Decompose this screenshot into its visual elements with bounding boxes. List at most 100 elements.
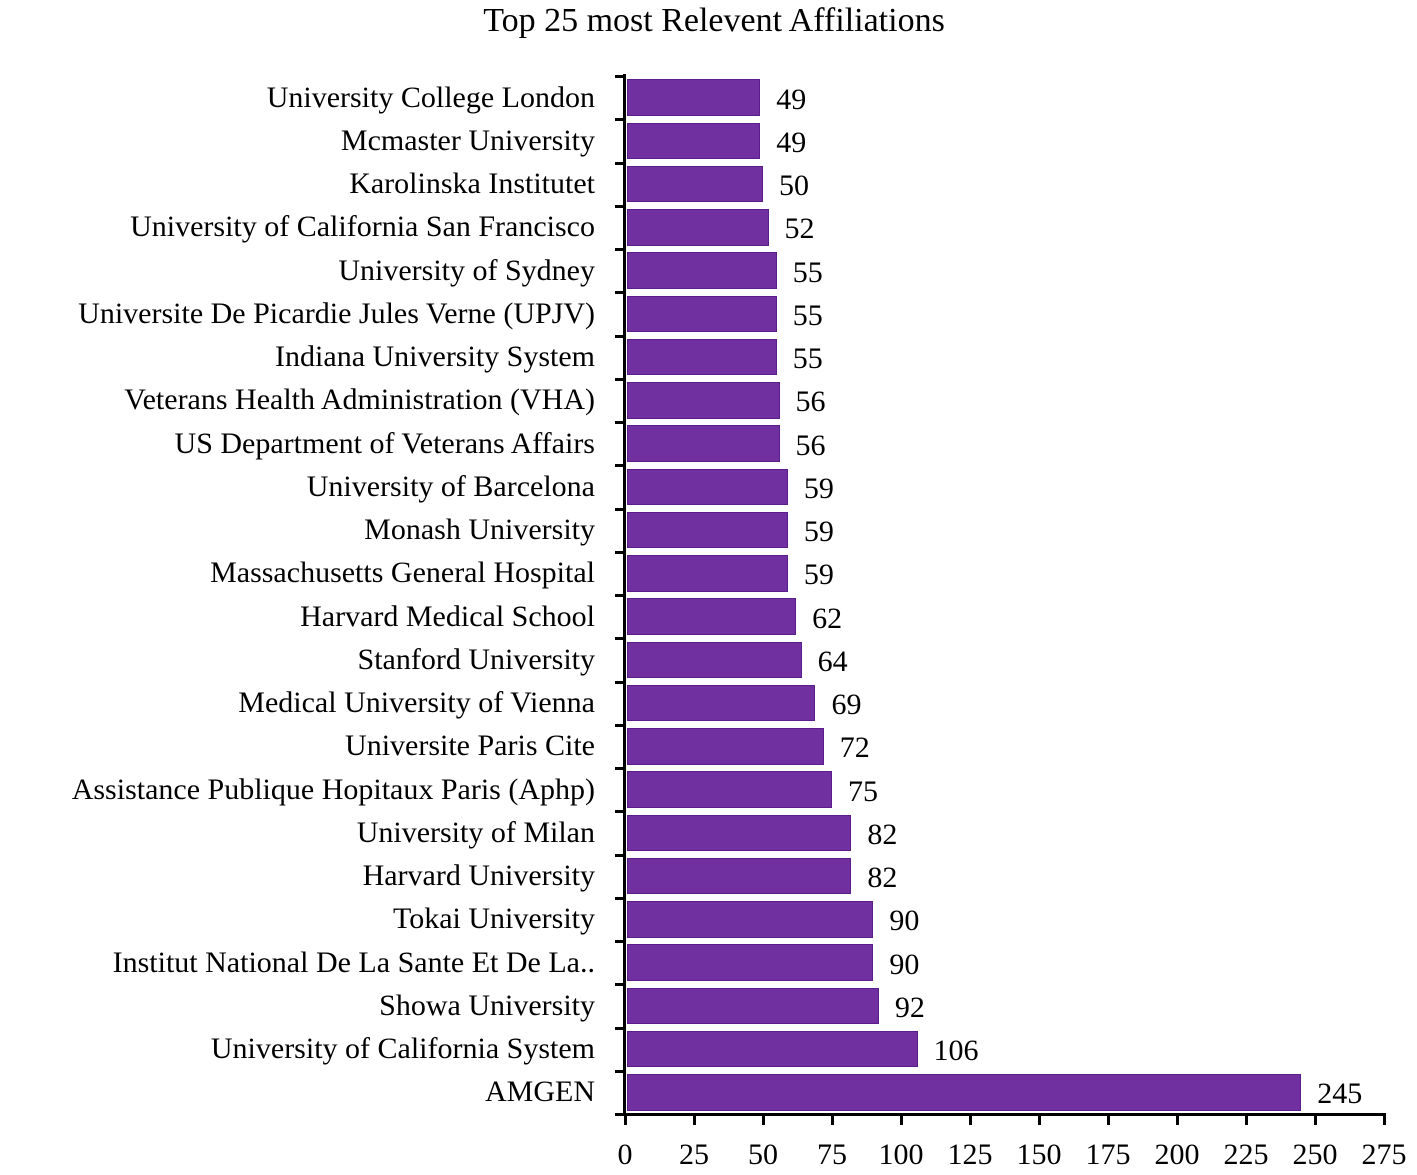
y-axis-tick [615,680,625,684]
y-axis-tick [615,767,625,770]
y-axis-tick [615,810,625,814]
category-label: Harvard University [362,859,595,893]
x-axis-tick [900,1113,903,1125]
category-label: Harvard Medical School [300,599,595,633]
bar-value-label: 56 [795,428,826,462]
bar-value-label: 90 [889,947,920,981]
x-axis-tick-label: 75 [817,1138,847,1171]
x-axis-tick [831,1113,834,1125]
y-axis-tick [615,637,625,641]
x-axis-tick-label: 0 [617,1138,633,1171]
bar [627,165,763,203]
category-label: Mcmaster University [340,123,595,157]
category-label: Institut National De La Sante Et De La.. [112,945,595,979]
bar-value-label: 55 [792,255,823,289]
bar [627,771,832,808]
bar [627,468,788,506]
bar-value-label: 59 [803,515,834,549]
bar [627,598,797,635]
category-label: Veterans Health Administration (VHA) [124,383,595,417]
x-axis-tick-label: 275 [1361,1138,1407,1171]
bar [627,857,852,895]
bar [627,295,777,333]
x-axis-tick [1107,1113,1110,1125]
y-axis-tick [615,896,625,900]
bar [627,425,780,462]
x-axis-tick [969,1113,972,1125]
bar [627,1030,918,1068]
bar [627,684,816,722]
y-axis-tick [615,853,625,857]
y-axis-tick [615,594,625,597]
bar-value-label: 55 [792,342,823,376]
bar [627,209,769,246]
category-label: University of Milan [356,815,595,849]
x-axis-tick [1245,1113,1248,1125]
category-label: Universite De Picardie Jules Verne (UPJV… [78,296,595,330]
bar [627,987,879,1025]
category-label: Assistance Publique Hopitaux Paris (Aphp… [71,772,595,806]
y-axis-tick [615,421,625,424]
y-axis-tick [615,464,625,468]
bar-value-label: 49 [776,82,807,116]
category-label: US Department of Veterans Affairs [174,426,595,460]
y-axis-tick [615,291,625,295]
bar [627,641,802,679]
bar [627,122,761,160]
bar [627,79,761,116]
bar-value-label: 69 [831,688,862,722]
category-label: Stanford University [357,642,595,676]
category-label: AMGEN [485,1075,595,1109]
bar [627,511,788,549]
bar-value-label: 82 [867,817,898,851]
y-axis-tick [615,983,625,987]
x-axis-tick-label: 150 [1016,1138,1062,1171]
bar-value-label: 59 [803,471,834,505]
x-axis-tick [1314,1113,1317,1125]
category-label: Massachusetts General Hospital [210,556,595,590]
category-label: Showa University [379,988,595,1022]
bar-value-label: 50 [779,169,809,203]
category-label: Karolinska Institutet [349,167,595,201]
category-label: Tokai University [392,902,595,936]
x-axis-line [623,1113,1385,1116]
category-label: Universite Paris Cite [345,729,595,763]
bar-value-label: 75 [848,774,878,808]
x-axis-tick [1383,1113,1386,1125]
bar-value-label: 72 [839,731,870,765]
bar-value-label: 56 [795,385,826,419]
x-axis-tick [693,1113,696,1125]
bar [627,1074,1302,1111]
x-axis-tick-label: 250 [1292,1138,1338,1171]
category-label: University of California System [210,1032,595,1066]
category-label: Medical University of Vienna [238,686,595,720]
y-axis-tick [615,1069,625,1073]
x-axis-tick-label: 50 [748,1138,778,1171]
y-axis-tick [615,723,625,727]
bar [627,555,788,592]
chart-title: Top 25 most Relevent Affiliations [483,2,945,39]
bar-value-label: 90 [889,904,920,938]
y-axis-tick [615,161,625,165]
x-axis-tick-label: 225 [1223,1138,1269,1171]
bar [627,944,874,981]
bar [627,814,852,852]
y-axis-tick [615,550,625,554]
bar [627,728,824,765]
bar-value-label: 82 [867,861,898,895]
bar-value-label: 245 [1317,1077,1363,1111]
y-axis-tick [615,377,625,381]
bar-value-label: 106 [933,1034,979,1068]
category-label: University of Sydney [338,253,595,287]
x-axis-tick-label: 175 [1085,1138,1131,1171]
bar [627,382,780,419]
x-axis-tick-label: 25 [679,1138,709,1171]
bar-value-label: 49 [776,125,807,159]
bar-value-label: 52 [784,212,815,246]
y-axis-tick [615,1026,625,1030]
y-axis-tick [615,334,625,338]
y-axis-tick [615,507,625,511]
bar [627,901,874,938]
bar-value-label: 62 [812,601,843,635]
bar [627,338,777,376]
